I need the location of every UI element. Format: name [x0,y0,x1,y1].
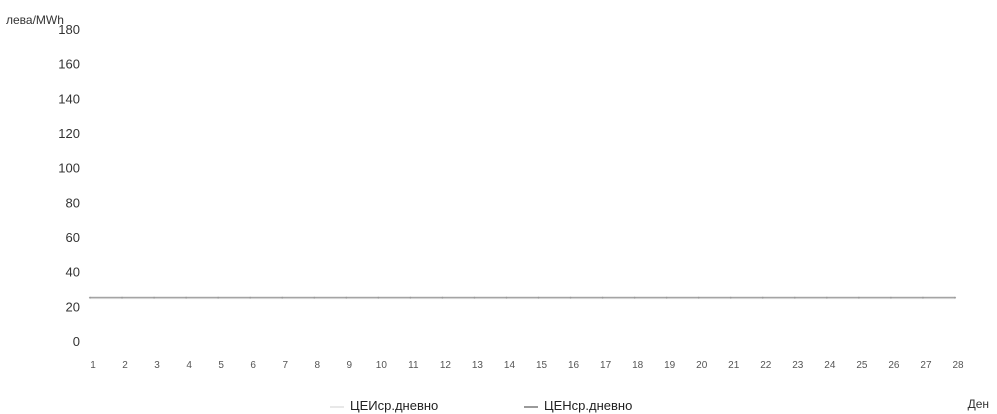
legend-label-series-1: ЦЕИср.дневно [350,398,439,413]
y-tick-label-40: 40 [66,265,80,280]
x-tick-label-28: 28 [952,360,964,371]
x-tick-label-25: 25 [856,360,868,371]
data-point-s2-22 [761,296,764,299]
y-tick-label-160: 160 [58,57,80,72]
x-tick-label-13: 13 [472,360,484,371]
y-tick-label-180: 180 [58,22,80,37]
x-tick-label-24: 24 [824,360,836,371]
data-point-s2-23 [793,296,796,299]
x-tick-label-20: 20 [696,360,708,371]
data-point-s2-18 [633,296,636,299]
data-point-s2-25 [857,296,860,299]
x-tick-label-7: 7 [282,360,288,371]
y-tick-label-0: 0 [73,334,80,349]
x-tick-label-11: 11 [408,360,419,371]
data-point-s2-4 [185,296,188,299]
y-tick-label-140: 140 [58,91,80,106]
data-point-s2-12 [441,296,444,299]
x-axis-label: Ден [967,397,989,411]
x-tick-label-9: 9 [347,360,353,371]
x-tick-label-14: 14 [504,360,516,371]
x-tick-label-22: 22 [760,360,772,371]
x-tick-label-15: 15 [536,360,548,371]
data-point-s2-6 [249,296,252,299]
data-point-s2-19 [665,296,668,299]
data-point-s2-24 [825,296,828,299]
data-point-s2-27 [922,296,924,299]
legend-swatch-series-2 [524,405,538,408]
data-point-s2-2 [121,296,123,299]
x-tick-label-27: 27 [920,360,932,371]
data-point-s2-28 [954,296,956,299]
x-tick-label-10: 10 [376,360,388,371]
data-point-s2-13 [473,296,476,299]
data-point-s2-3 [153,296,155,299]
legend-item-series-1: ЦЕИср.дневно [330,398,438,413]
y-tick-label-120: 120 [58,126,80,141]
x-tick-label-5: 5 [218,360,224,371]
legend-swatch-series-1 [330,405,344,408]
data-point-s2-7 [281,296,284,299]
y-tick-label-60: 60 [66,230,80,245]
x-tick-label-8: 8 [314,360,320,371]
x-tick-label-17: 17 [600,360,612,371]
data-point-s2-14 [505,296,508,299]
data-point-s2-26 [890,296,892,299]
x-tick-label-26: 26 [888,360,900,371]
data-point-s2-21 [729,296,732,299]
x-tick-label-19: 19 [664,360,676,371]
data-point-s2-10 [377,296,380,299]
x-tick-label-6: 6 [250,360,256,371]
x-tick-label-1: 1 [90,360,96,371]
legend-item-series-2: ЦЕНср.дневно [524,398,632,413]
x-tick-label-4: 4 [186,360,192,371]
y-tick-label-80: 80 [66,195,80,210]
x-tick-label-2: 2 [122,360,128,371]
chart-legend: ЦЕИср.дневно ЦЕНср.дневно [0,398,997,414]
x-tick-label-16: 16 [568,360,580,371]
data-point-s2-17 [601,296,604,299]
data-point-s2-15 [537,296,540,299]
data-point-s2-9 [345,296,348,299]
x-tick-label-3: 3 [154,360,160,371]
data-point-s2-16 [569,296,572,299]
y-tick-label-100: 100 [58,161,80,176]
data-point-s2-1 [89,296,91,299]
data-point-s2-20 [697,296,700,299]
legend-label-series-2: ЦЕНср.дневно [544,398,633,413]
y-axis-label: лева/MWh [6,13,64,27]
data-point-s2-11 [409,296,412,299]
y-tick-label-20: 20 [66,299,80,314]
data-point-s2-5 [217,296,220,299]
x-tick-label-23: 23 [792,360,804,371]
data-point-s2-8 [313,296,316,299]
x-tick-label-18: 18 [632,360,644,371]
x-tick-label-21: 21 [728,360,740,371]
x-tick-label-12: 12 [440,360,452,371]
